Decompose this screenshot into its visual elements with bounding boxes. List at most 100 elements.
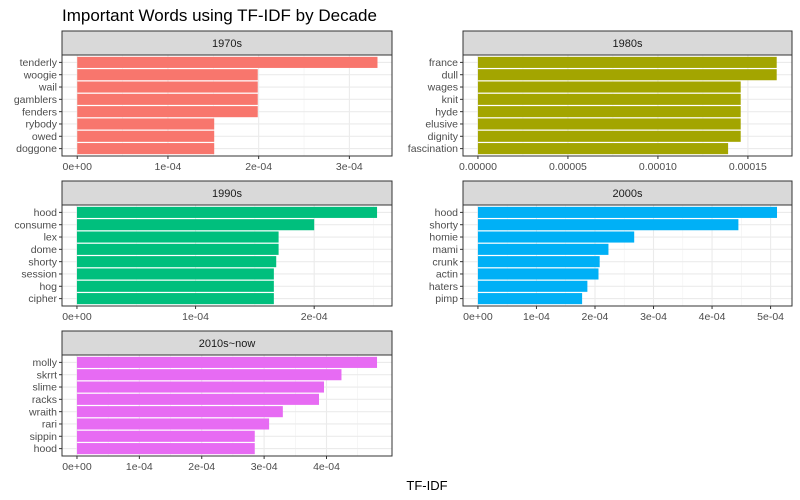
bar-1970s-doggone — [77, 143, 215, 155]
bar-1970s-owed — [77, 130, 215, 142]
bar-2010s-now-slime — [76, 381, 325, 393]
category-label-1970s-rybody: rybody — [25, 119, 57, 131]
category-label-1970s-woogie: woogie — [23, 69, 57, 81]
x-tick-label-1980s: 0.00010 — [639, 161, 677, 173]
bar-2000s-haters — [477, 280, 588, 292]
bar-2010s-now-wraith — [76, 406, 283, 418]
x-tick-label-2000s: 5e-04 — [757, 311, 784, 323]
panel-2010s-now: 2010s~now mollyskrrtslimerackswraithraris… — [28, 330, 393, 473]
x-tick-label-1970s: 0e+00 — [62, 161, 92, 173]
bar-1970s-tenderly — [77, 56, 378, 68]
bar-1990s-hood — [76, 206, 378, 218]
bar-2000s-mami — [477, 243, 609, 255]
category-label-2010s-now-sippin: sippin — [30, 431, 58, 443]
facet-strip-1990s — [61, 180, 393, 206]
category-label-1990s-shorty: shorty — [28, 256, 57, 268]
panel-border-1970s — [61, 54, 393, 157]
panel-border-1980s — [462, 54, 793, 157]
bar-1990s-dome — [76, 243, 279, 255]
facet-strip-2010s-now — [61, 330, 393, 356]
category-label-1980s-knit: knit — [442, 94, 458, 106]
bar-2000s-actin — [477, 268, 599, 280]
category-label-1970s-doggone: doggone — [16, 143, 57, 155]
x-tick-label-1990s: 0e+00 — [62, 311, 92, 323]
facet-strip-label-1990s: 1990s — [212, 188, 242, 200]
category-label-1980s-hyde: hyde — [435, 106, 458, 118]
x-axis-title: TF-IDF — [406, 478, 447, 493]
category-label-1970s-gamblers: gamblers — [14, 94, 57, 106]
category-label-2010s-now-molly: molly — [32, 357, 57, 369]
category-label-1980s-elusive: elusive — [425, 119, 458, 131]
category-label-1980s-fascination: fascination — [408, 143, 458, 155]
category-label-1980s-france: france — [429, 57, 458, 69]
bar-1970s-fenders — [77, 106, 258, 118]
bar-1990s-shorty — [76, 256, 277, 268]
bar-1970s-rybody — [77, 118, 215, 130]
category-label-1970s-owed: owed — [32, 131, 57, 143]
bar-1970s-woogie — [77, 69, 258, 81]
facet-strip-label-2010s-now: 2010s~now — [199, 338, 256, 350]
x-tick-label-2010s-now: 3e-04 — [251, 461, 278, 473]
bar-2010s-now-skrrt — [76, 369, 342, 381]
bar-2010s-now-rari — [76, 418, 270, 430]
panel-border-1990s — [61, 204, 393, 307]
bar-2000s-homie — [477, 231, 635, 243]
x-tick-label-1970s: 2e-04 — [245, 161, 272, 173]
panel-2000s: 2000s hoodshortyhomiemamicrunkactinhaters… — [429, 180, 793, 323]
facet-strip-1970s — [61, 30, 393, 56]
x-tick-label-1980s: 0.00000 — [459, 161, 497, 173]
bar-1980s-dull — [477, 69, 777, 81]
chart-title: Important Words using TF-IDF by Decade — [62, 6, 377, 25]
x-tick-label-1980s: 0.00015 — [729, 161, 767, 173]
bar-2000s-crunk — [477, 256, 600, 268]
x-tick-label-2010s-now: 0e+00 — [62, 461, 92, 473]
x-tick-label-2010s-now: 4e-04 — [313, 461, 340, 473]
bar-2010s-now-molly — [76, 356, 378, 368]
category-label-1990s-cipher: cipher — [28, 293, 57, 305]
panel-1970s: 1970s tenderlywoogiewailgamblersfendersry… — [14, 30, 393, 173]
panel-1990s: 1990s hoodconsumelexdomeshortysessionhogc… — [14, 180, 393, 323]
category-label-1990s-session: session — [21, 269, 57, 281]
category-label-1980s-dignity: dignity — [428, 131, 459, 143]
bar-2000s-shorty — [477, 219, 739, 231]
panel-border-2000s — [462, 204, 793, 307]
x-tick-label-2000s: 2e-04 — [582, 311, 609, 323]
x-tick-label-2000s: 3e-04 — [640, 311, 667, 323]
category-label-1980s-dull: dull — [442, 69, 458, 81]
category-label-2000s-mami: mami — [432, 244, 458, 256]
category-label-1970s-wail: wail — [38, 82, 57, 94]
facet-strip-label-1980s: 1980s — [613, 38, 643, 50]
category-label-2000s-actin: actin — [436, 269, 458, 281]
bar-1980s-wages — [477, 81, 741, 93]
panel-border-2010s-now — [61, 354, 393, 457]
category-label-1970s-tenderly: tenderly — [20, 57, 58, 69]
x-tick-label-2010s-now: 2e-04 — [188, 461, 215, 473]
bar-2000s-pimp — [477, 293, 583, 305]
category-label-2000s-pimp: pimp — [435, 293, 458, 305]
category-label-1990s-lex: lex — [44, 232, 58, 244]
category-label-1990s-hog: hog — [39, 281, 57, 293]
category-label-2010s-now-wraith: wraith — [28, 406, 57, 418]
category-label-2000s-hood: hood — [435, 207, 459, 219]
category-label-2000s-haters: haters — [429, 281, 458, 293]
bar-2010s-now-hood — [76, 443, 255, 455]
category-label-1980s-wages: wages — [427, 82, 458, 94]
x-tick-label-2000s: 4e-04 — [699, 311, 726, 323]
x-tick-label-1980s: 0.00005 — [549, 161, 587, 173]
x-tick-label-2000s: 0e+00 — [463, 311, 493, 323]
bar-1980s-elusive — [477, 118, 741, 130]
x-tick-label-1970s: 1e-04 — [155, 161, 182, 173]
category-label-2010s-now-rari: rari — [42, 419, 57, 431]
x-tick-label-1970s: 3e-04 — [336, 161, 363, 173]
bar-1980s-knit — [477, 93, 741, 105]
category-label-1990s-consume: consume — [14, 219, 57, 231]
facet-panels: 1970s tenderlywoogiewailgamblersfendersry… — [14, 30, 793, 473]
bar-2010s-now-racks — [76, 393, 320, 405]
x-tick-label-1990s: 2e-04 — [301, 311, 328, 323]
bar-2000s-hood — [477, 206, 778, 218]
panel-1980s: 1980s francedullwagesknithydeelusivedigni… — [408, 30, 793, 173]
category-label-2010s-now-hood: hood — [34, 443, 58, 455]
category-label-1990s-dome: dome — [31, 244, 57, 256]
facet-strip-2000s — [462, 180, 793, 206]
